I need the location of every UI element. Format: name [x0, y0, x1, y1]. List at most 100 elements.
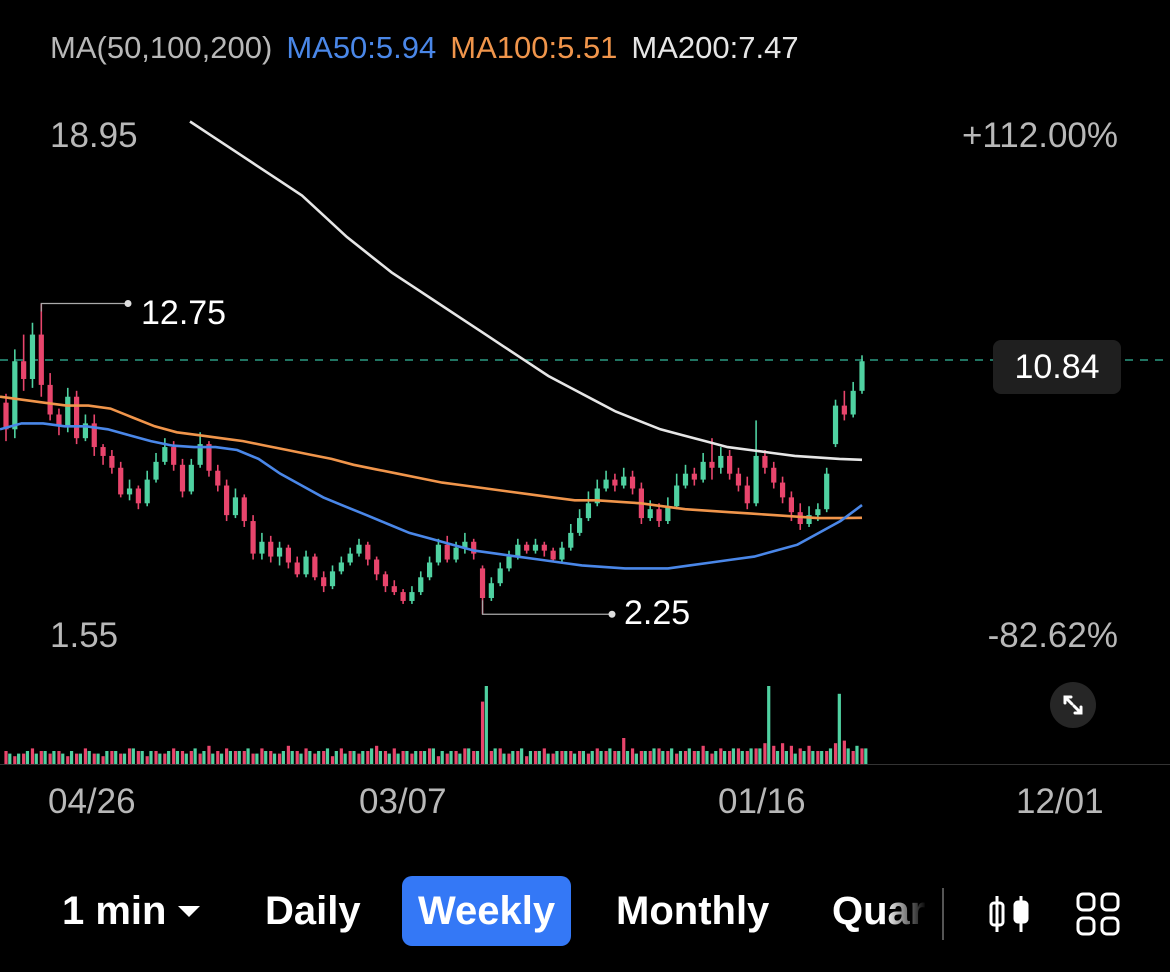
volume-bar — [158, 753, 162, 764]
volume-bar — [8, 753, 12, 764]
volume-bar — [507, 753, 511, 764]
tab-daily[interactable]: Daily — [265, 888, 361, 933]
volume-bar — [110, 751, 114, 764]
candle-body — [276, 547, 283, 557]
candle-body — [418, 577, 424, 593]
volume-bar — [675, 753, 679, 764]
volume-bar — [189, 751, 193, 764]
volume-bar — [225, 748, 229, 764]
volume-bar — [678, 751, 683, 764]
candle-body — [594, 488, 600, 504]
tab-weekly[interactable]: Weekly — [402, 876, 572, 946]
volume-bar — [802, 751, 806, 764]
tab-monthly[interactable]: Monthly — [616, 888, 770, 933]
volume-bar — [493, 748, 497, 764]
volume-bar — [793, 753, 797, 764]
volume-bar — [246, 748, 250, 764]
candle-body — [409, 592, 415, 601]
volume-bar — [92, 753, 96, 764]
candle-body — [82, 423, 89, 439]
volume-bar — [528, 751, 533, 764]
volume-bar — [167, 751, 171, 764]
candle-body — [453, 547, 459, 560]
volume-bar — [484, 686, 488, 764]
current-price-tag: 10.84 — [993, 340, 1121, 394]
volume-bar — [207, 745, 211, 764]
x-tick-4: 12/01 — [1016, 782, 1104, 821]
volume-bar — [396, 753, 400, 764]
candle-body — [541, 544, 547, 551]
candlestick-type-icon[interactable] — [983, 888, 1035, 940]
chevron-down-icon — [178, 905, 201, 917]
volume-bar — [625, 751, 630, 764]
volume-bar — [74, 753, 79, 764]
volume-bar — [489, 751, 493, 764]
candle-body — [338, 562, 344, 572]
legend-ma100: MA100:5.51 — [450, 30, 618, 65]
volume-bar — [322, 751, 326, 764]
volume-bar — [154, 751, 158, 764]
candle-body — [365, 544, 371, 560]
volume-bar — [555, 751, 559, 764]
candle-body — [382, 574, 389, 587]
volume-bar — [798, 748, 802, 764]
candle-body — [815, 509, 821, 516]
volume-bar — [436, 756, 441, 764]
volume-bar — [339, 748, 343, 764]
volume-bar — [666, 751, 670, 764]
volume-bar — [34, 753, 38, 764]
candle-body — [824, 473, 830, 510]
volume-bar — [43, 751, 47, 764]
grid-menu-icon[interactable] — [1072, 888, 1124, 940]
volume-bar — [114, 751, 118, 764]
candle-body — [850, 390, 856, 415]
candle-body — [515, 544, 521, 557]
volume-bar — [516, 751, 520, 764]
volume-bar — [378, 751, 383, 764]
volume-bar — [52, 751, 56, 764]
volume-bar — [295, 751, 299, 764]
interval-dropdown[interactable]: 1 min — [62, 876, 201, 946]
volume-bar — [343, 753, 347, 764]
volume-bar — [820, 751, 824, 764]
volume-bar — [586, 753, 591, 764]
volume-bar — [445, 753, 449, 764]
volume-bar — [643, 751, 647, 764]
candle-body — [682, 473, 689, 486]
candle-body — [3, 402, 9, 430]
candle-body — [153, 461, 159, 480]
toolbar-divider — [942, 888, 944, 940]
expand-icon — [1063, 695, 1083, 715]
volume-bar — [357, 753, 361, 764]
volume-bar — [410, 753, 414, 764]
volume-bar — [277, 753, 282, 764]
x-tick-2: 03/07 — [359, 782, 447, 821]
volume-bar — [754, 748, 758, 764]
volume-bar — [180, 751, 185, 764]
candle-body — [65, 396, 71, 427]
high-leader-dot — [124, 300, 132, 308]
volume-bar — [763, 743, 767, 764]
candle-body — [612, 479, 618, 486]
volume-bar — [551, 753, 555, 764]
volume-bar — [193, 748, 197, 764]
volume-bar — [272, 753, 277, 764]
volume-bar — [325, 748, 330, 764]
candle-body — [444, 544, 450, 560]
tab-quarterly[interactable]: Quar — [832, 888, 926, 933]
volume-bar — [608, 748, 612, 764]
volume-bar — [127, 748, 132, 764]
volume-bar — [242, 751, 246, 764]
volume-bar — [696, 751, 700, 764]
volume-bar — [816, 751, 820, 764]
annotation-lines — [40, 300, 616, 618]
expand-button[interactable] — [1050, 682, 1096, 728]
candle-body — [727, 455, 733, 474]
candle-body — [559, 547, 565, 560]
volume-bar — [670, 748, 674, 764]
candle-body — [391, 586, 397, 593]
volume-bar — [149, 751, 153, 764]
volume-bar — [375, 745, 379, 764]
volume-bar — [216, 751, 220, 764]
